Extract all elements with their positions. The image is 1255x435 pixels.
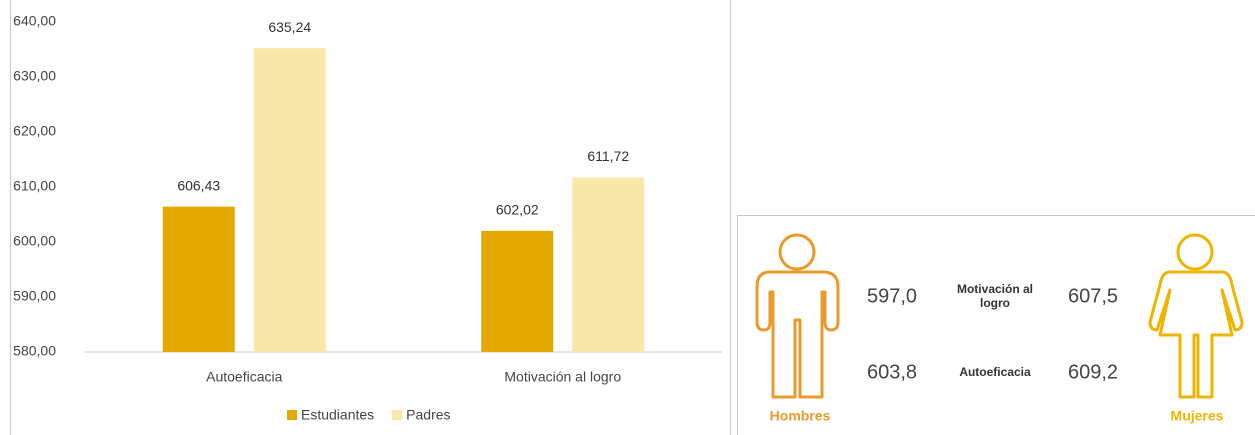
y-tick-label: 620,00 xyxy=(13,123,56,139)
value-label: 602,02 xyxy=(496,202,539,218)
y-tick-label: 630,00 xyxy=(13,68,56,84)
y-tick-label: 600,00 xyxy=(13,233,56,249)
x-tick-label: Autoeficacia xyxy=(206,369,282,385)
man-icon xyxy=(755,233,840,399)
group-value: 609,2 xyxy=(1068,361,1118,383)
woman-icon xyxy=(1148,233,1244,399)
value-label: 606,43 xyxy=(177,177,220,193)
chart-frame xyxy=(10,0,731,435)
bar xyxy=(481,230,554,352)
metric-label: Autoeficacia xyxy=(959,365,1031,379)
legend-label: Padres xyxy=(406,407,450,423)
y-tick-label: 610,00 xyxy=(13,178,56,194)
legend-label: Estudiantes xyxy=(301,407,374,423)
legend-swatch xyxy=(287,410,297,420)
bar xyxy=(162,206,235,352)
x-tick-label: Motivación al logro xyxy=(504,369,621,385)
group-value: 603,8 xyxy=(867,361,917,383)
info-frame xyxy=(737,215,1255,435)
group-label: Hombres xyxy=(770,408,831,424)
value-label: 611,72 xyxy=(587,148,629,164)
legend-swatch xyxy=(392,410,403,420)
bar xyxy=(253,48,326,353)
y-tick-label: 640,00 xyxy=(13,13,56,29)
group-value: 607,5 xyxy=(1068,285,1118,307)
group-label: Mujeres xyxy=(1171,408,1224,424)
metric-label: Motivación al logro xyxy=(956,282,1033,310)
y-tick-label: 590,00 xyxy=(13,288,56,304)
y-tick-label: 580,00 xyxy=(13,343,56,359)
group-value: 597,0 xyxy=(867,285,917,307)
value-label: 635,24 xyxy=(268,19,311,35)
bar xyxy=(572,177,645,352)
